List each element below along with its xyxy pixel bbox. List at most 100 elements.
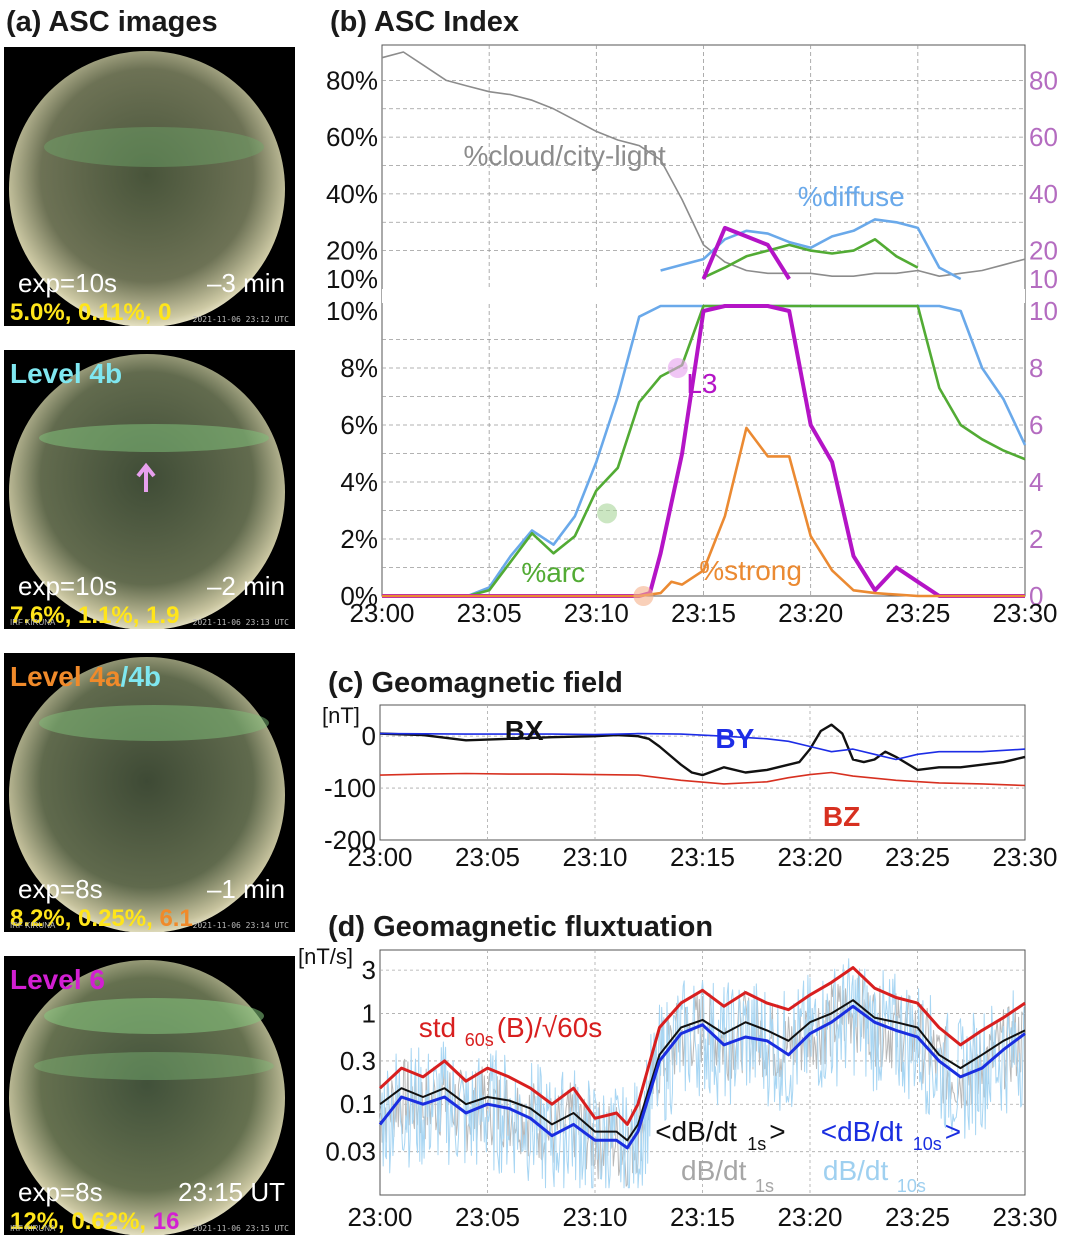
x-tick-label: 23:05 (455, 1202, 520, 1232)
asc-image-4: Level 6 exp=8s 23:15 UT 12%, 0.62%, 16 I… (4, 956, 295, 1235)
level-label: Level 4b (10, 358, 123, 389)
x-tick-label: 23:10 (564, 598, 629, 628)
y-tick-label: 8% (340, 353, 378, 383)
timestamp: 2021-11-06 23:12 UTC (192, 315, 289, 324)
x-tick-label: 23:25 (885, 842, 950, 872)
series-label-sub: 1s (747, 1134, 766, 1154)
series-label: > (769, 1116, 785, 1147)
timestamp: 2021-11-06 23:15 UTC (192, 1224, 289, 1233)
series-label: dB/dt (681, 1155, 747, 1186)
marker-l3-onset (667, 358, 688, 378)
time-label: 23:15 UT (178, 1177, 285, 1207)
marker-strong-onset (633, 586, 654, 606)
series-label: %strong (699, 555, 802, 586)
series-std60s (378, 966, 1026, 1126)
y-tick-label: 6% (340, 410, 378, 440)
series-label: %diffuse (798, 181, 905, 212)
y-tick-label: -100 (324, 773, 376, 803)
series-label: L3 (686, 368, 717, 399)
series-label: <dB/dt (655, 1116, 737, 1147)
stats-label: 8.2%, 0.25%, 6.1 (10, 905, 193, 932)
x-tick-label: 23:30 (992, 598, 1057, 628)
series-label: %arc (521, 557, 585, 588)
x-tick-label: 23:20 (778, 598, 843, 628)
x-tick-label: 23:00 (347, 1202, 412, 1232)
x-tick-label: 23:05 (455, 842, 520, 872)
exposure-label: exp=8s (18, 1177, 103, 1207)
series-label-sub: 1s (755, 1176, 774, 1196)
timestamp: 2021-11-06 23:13 UTC (192, 618, 289, 627)
arrow-icon (136, 462, 156, 492)
y-tick-label: 10% (326, 296, 378, 326)
y2-tick-label: 10 (1029, 264, 1058, 294)
x-tick-label: 23:10 (562, 1202, 627, 1232)
series--arc-upper (702, 238, 919, 279)
y-tick-label: 0.03 (325, 1137, 376, 1167)
series-l3-upper (701, 225, 791, 281)
x-tick-label: 23:10 (562, 842, 627, 872)
series-label-sub: 60s (465, 1030, 494, 1050)
asc-image-1: exp=10s –3 min 5.0%, 0.11%, 0 2021-11-06… (4, 47, 295, 326)
exposure-label: exp=8s (18, 874, 103, 904)
y-tick-label: 4% (340, 467, 378, 497)
series-label: BY (715, 723, 754, 754)
series--cloud-city-light-upper (381, 51, 1026, 277)
exposure-label: exp=10s (18, 571, 118, 601)
x-tick-label: 23:15 (670, 1202, 735, 1232)
y-tick-label: 10% (326, 264, 378, 294)
series-label: std (419, 1012, 456, 1043)
x-tick-label: 23:00 (349, 598, 414, 628)
station-label: IRF KIRUNA (10, 921, 56, 930)
series-label-sub: 10s (913, 1134, 942, 1154)
series-bz (379, 771, 1026, 787)
stats-label: 7.6%, 1.1%, 1.9 (10, 602, 180, 629)
panel-b-title: (b) ASC Index (330, 6, 520, 38)
stats-label: 5.0%, 0.11%, 0 (10, 299, 172, 326)
series-label: %cloud/city-light (463, 140, 666, 171)
x-tick-label: 23:30 (992, 842, 1057, 872)
series-label: BZ (823, 801, 860, 832)
x-tick-label: 23:00 (347, 842, 412, 872)
y2-tick-label: 10 (1029, 296, 1058, 326)
x-tick-label: 23:20 (777, 1202, 842, 1232)
sky-image (9, 354, 285, 629)
y-tick-label: 1 (362, 998, 376, 1028)
station-label: IRF KIRUNA (10, 618, 56, 627)
x-tick-label: 23:15 (671, 598, 736, 628)
x-tick-label: 23:25 (885, 1202, 950, 1232)
y-tick-label: 40% (326, 179, 378, 209)
asc-image-3: Level 4a/4b exp=8s –1 min 8.2%, 0.25%, 6… (4, 653, 295, 932)
sky-image (9, 657, 285, 932)
y2-tick-label: 6 (1029, 410, 1043, 440)
series-label: <dB/dt (821, 1116, 903, 1147)
y2-tick-label: 40 (1029, 179, 1058, 209)
y2-tick-label: 4 (1029, 467, 1043, 497)
x-tick-label: 23:15 (670, 842, 735, 872)
series-label: BX (505, 715, 544, 746)
y-tick-label: 20% (326, 236, 378, 266)
y-tick-label: 80% (326, 65, 378, 95)
time-label: –1 min (206, 874, 285, 904)
panel-d-title: (d) Geomagnetic fluxtuation (328, 911, 714, 943)
time-label: –3 min (206, 268, 285, 298)
series-label: dB/dt (823, 1155, 889, 1186)
x-tick-label: 23:20 (777, 842, 842, 872)
y-tick-label: 60% (326, 122, 378, 152)
panel-c-title: (c) Geomagnetic field (328, 667, 623, 699)
y2-tick-label: 20 (1029, 236, 1058, 266)
y-tick-label: 2% (340, 524, 378, 554)
level-label: Level 4a/4b (10, 661, 161, 692)
stats-label: 12%, 0.62%, 16 (10, 1208, 180, 1235)
y-tick-label: 0.3 (340, 1046, 376, 1076)
station-label: IRF KIRUNA (10, 1224, 56, 1233)
x-tick-label: 23:05 (457, 598, 522, 628)
y-axis-label: [nT] (322, 703, 360, 728)
series-label-sub: 10s (897, 1176, 926, 1196)
level-label: Level 6 (10, 964, 105, 995)
y2-tick-label: 8 (1029, 353, 1043, 383)
time-label: –2 min (206, 571, 285, 601)
series-label: > (945, 1116, 961, 1147)
sky-image (9, 51, 285, 326)
y2-tick-label: 2 (1029, 524, 1043, 554)
